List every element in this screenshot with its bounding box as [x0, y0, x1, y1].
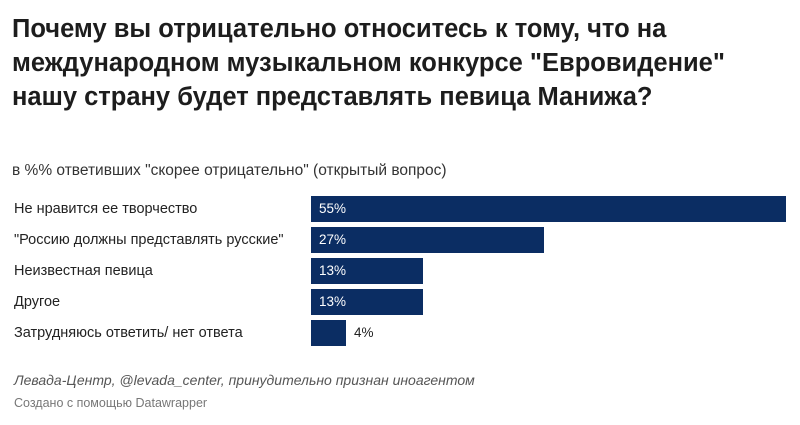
category-label: Не нравится ее творчество — [14, 201, 198, 217]
value-label: 13% — [319, 294, 347, 309]
bar-row: Неизвестная певица 13% — [0, 258, 800, 284]
source-note: Левада-Центр, @levada_center, принудител… — [14, 372, 475, 388]
value-label: 4% — [354, 325, 374, 340]
bar — [311, 196, 786, 222]
bar-chart: Не нравится ее творчество 55% "Россию долж… — [0, 192, 800, 350]
chart-subtitle: в %% ответивших "скорее отрицательно" (о… — [12, 162, 447, 179]
value-label: 55% — [319, 201, 347, 216]
category-label: Другое — [14, 294, 61, 310]
category-label: Затрудняюсь ответить/ нет ответа — [14, 325, 243, 341]
bar — [311, 258, 423, 284]
bar-row: "Россию должны представлять русские" 27% — [0, 227, 800, 253]
value-label: 27% — [319, 232, 347, 247]
bar — [311, 320, 346, 346]
bar — [311, 227, 544, 253]
bar-row: Другое 13% — [0, 289, 800, 315]
bar — [311, 289, 423, 315]
category-label: "Россию должны представлять русские" — [14, 232, 284, 248]
bar-row: Не нравится ее творчество 55% — [0, 196, 800, 222]
bar-row: Затрудняюсь ответить/ нет ответа 4% — [0, 320, 800, 346]
value-label: 13% — [319, 263, 347, 278]
credit-link[interactable]: Создано с помощью Datawrapper — [14, 396, 208, 410]
chart-title: Почему вы отрицательно относитесь к тому… — [12, 15, 725, 111]
category-label: Неизвестная певица — [14, 263, 153, 279]
